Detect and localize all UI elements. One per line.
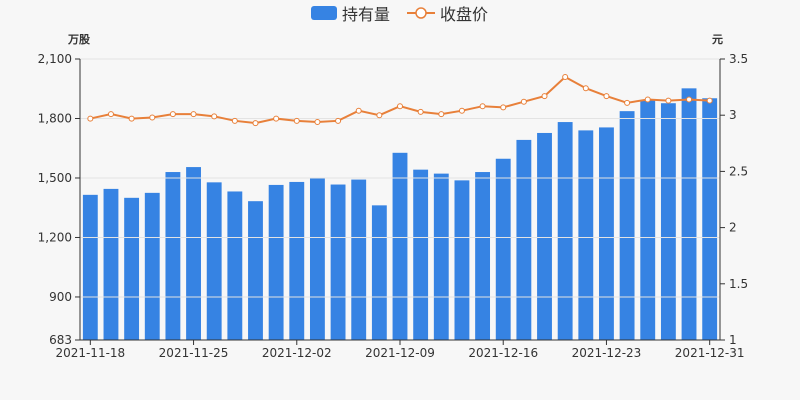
- point-close-price[interactable]: [355, 107, 362, 114]
- bar-holdings[interactable]: [557, 122, 573, 340]
- bar-holdings[interactable]: [351, 179, 367, 340]
- point-close-price[interactable]: [541, 93, 548, 100]
- right-axis-tick-label: 1.5: [729, 277, 748, 291]
- point-close-price[interactable]: [231, 117, 238, 124]
- point-close-price[interactable]: [190, 111, 197, 118]
- point-close-price[interactable]: [335, 117, 342, 124]
- point-close-price[interactable]: [644, 96, 651, 103]
- bar-holdings[interactable]: [640, 100, 656, 340]
- point-close-price[interactable]: [149, 114, 156, 121]
- bar-holdings[interactable]: [495, 158, 511, 340]
- x-axis-tick-label: 2021-12-02: [262, 346, 332, 360]
- point-close-price[interactable]: [562, 73, 569, 80]
- bar-holdings[interactable]: [702, 98, 718, 340]
- line-series-close-price: [87, 73, 713, 127]
- bar-holdings[interactable]: [124, 197, 140, 340]
- legend[interactable]: 持有量 收盘价: [311, 5, 488, 24]
- bar-holdings[interactable]: [537, 132, 552, 340]
- point-close-price[interactable]: [479, 103, 486, 110]
- point-close-price[interactable]: [211, 113, 218, 120]
- left-axis-tick-label: 1,500: [38, 171, 72, 185]
- x-axis-tick-label: 2021-12-16: [468, 346, 538, 360]
- left-axis-tick-label: 683: [49, 333, 72, 347]
- point-close-price[interactable]: [87, 115, 94, 122]
- point-close-price[interactable]: [273, 115, 280, 122]
- point-close-price[interactable]: [500, 104, 507, 111]
- x-axis-tick-label: 2021-11-18: [55, 346, 125, 360]
- bar-holdings[interactable]: [268, 184, 284, 340]
- bar-holdings[interactable]: [165, 172, 181, 340]
- right-axis-tick-label: 3: [729, 108, 737, 122]
- axes: 2,1001,8001,5001,2009006833.532.521.5120…: [38, 52, 748, 360]
- x-axis-tick-label: 2021-11-25: [159, 346, 229, 360]
- bar-holdings[interactable]: [186, 167, 201, 340]
- x-axis-tick-label: 2021-12-31: [675, 346, 745, 360]
- right-axis-tick-label: 1: [729, 333, 737, 347]
- bar-holdings[interactable]: [454, 180, 470, 340]
- bar-holdings[interactable]: [206, 182, 222, 340]
- legend-bar-swatch[interactable]: [311, 6, 337, 20]
- point-close-price[interactable]: [128, 115, 135, 122]
- point-close-price[interactable]: [624, 99, 631, 106]
- point-close-price[interactable]: [293, 117, 300, 124]
- point-close-price[interactable]: [107, 111, 114, 118]
- bar-holdings[interactable]: [599, 127, 614, 340]
- point-close-price[interactable]: [417, 108, 424, 115]
- bar-holdings[interactable]: [103, 188, 119, 340]
- bar-holdings[interactable]: [309, 177, 325, 340]
- right-axis-unit: 元: [712, 33, 723, 46]
- point-close-price[interactable]: [458, 107, 465, 114]
- left-axis-tick-label: 900: [49, 290, 72, 304]
- point-close-price[interactable]: [686, 96, 693, 103]
- legend-label-close-price[interactable]: 收盘价: [440, 5, 488, 24]
- right-axis-tick-label: 2: [729, 221, 737, 235]
- bar-holdings[interactable]: [371, 205, 387, 340]
- point-close-price[interactable]: [314, 118, 321, 125]
- line-close-price: [90, 75, 710, 125]
- bar-holdings[interactable]: [330, 184, 346, 340]
- point-close-price[interactable]: [582, 85, 589, 92]
- legend-line-marker[interactable]: [415, 7, 427, 19]
- legend-label-holdings[interactable]: 持有量: [342, 5, 390, 24]
- bar-holdings[interactable]: [248, 201, 263, 340]
- bar-series-holdings: [82, 88, 718, 341]
- right-axis-tick-label: 3.5: [729, 52, 748, 66]
- bar-holdings[interactable]: [413, 169, 429, 340]
- point-close-price[interactable]: [665, 97, 672, 104]
- left-axis-tick-label: 2,100: [38, 52, 72, 66]
- bar-holdings[interactable]: [475, 172, 491, 340]
- point-close-price[interactable]: [376, 112, 383, 119]
- left-axis-tick-label: 1,200: [38, 230, 72, 244]
- left-axis-unit: 万股: [67, 33, 91, 46]
- bar-holdings[interactable]: [516, 139, 532, 340]
- bar-holdings[interactable]: [681, 88, 697, 340]
- point-close-price[interactable]: [520, 98, 527, 105]
- bar-holdings[interactable]: [392, 152, 408, 340]
- bar-holdings[interactable]: [578, 130, 594, 340]
- x-axis-tick-label: 2021-12-23: [572, 346, 642, 360]
- bar-holdings[interactable]: [660, 103, 676, 341]
- bar-holdings[interactable]: [144, 192, 160, 340]
- point-close-price[interactable]: [252, 120, 259, 127]
- point-close-price[interactable]: [169, 111, 176, 118]
- bar-holdings[interactable]: [289, 181, 305, 340]
- left-axis-tick-label: 1,800: [38, 111, 72, 125]
- bar-holdings[interactable]: [82, 194, 98, 340]
- point-close-price[interactable]: [706, 97, 713, 104]
- right-axis-tick-label: 2.5: [729, 164, 748, 178]
- bar-holdings[interactable]: [227, 191, 243, 340]
- x-axis-tick-label: 2021-12-09: [365, 346, 435, 360]
- point-close-price[interactable]: [397, 103, 403, 110]
- point-close-price[interactable]: [438, 111, 445, 118]
- bar-holdings[interactable]: [619, 111, 635, 341]
- bar-holdings[interactable]: [433, 173, 449, 340]
- point-close-price[interactable]: [603, 93, 610, 100]
